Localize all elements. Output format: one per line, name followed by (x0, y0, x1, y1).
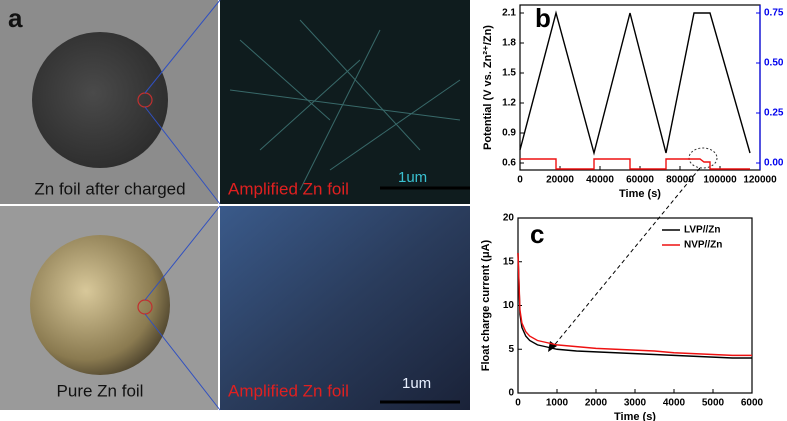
micrograph-texture (229, 19, 461, 191)
y-tick-label: 0 (508, 388, 514, 399)
series-line (517, 252, 752, 357)
y-tick-label: 1.2 (502, 98, 516, 109)
y-tick-label: 0.9 (502, 128, 516, 139)
y-axis-label: Potential (V vs. Zn²⁺/Zn) (482, 25, 494, 150)
series-line (517, 252, 752, 359)
legend-label: LVP//Zn (684, 225, 720, 236)
x-axis-label: Time (s) (619, 188, 661, 200)
zoom-line (144, 205, 221, 301)
y-tick-label: 1.8 (502, 38, 516, 49)
micrograph-caption: Amplified Zn foil (228, 381, 349, 400)
x-tick-label: 2000 (585, 398, 608, 409)
highlight-circle (688, 147, 718, 169)
micrograph-charged (220, 0, 470, 204)
y-tick-label: 15 (503, 256, 515, 267)
x-tick-label: 0 (515, 398, 521, 409)
photo-caption: Pure Zn foil (57, 381, 144, 400)
x-tick-label: 120000 (743, 175, 777, 186)
plot-frame (519, 4, 761, 171)
y2-tick-label: 0.00 (764, 158, 784, 169)
y-tick-label: 2.1 (502, 8, 516, 19)
zn-disc-pure (30, 235, 170, 375)
x-tick-label: 4000 (663, 398, 686, 409)
x-tick-label: 40000 (586, 175, 614, 186)
pointer-arrow (551, 167, 701, 349)
scale-label: 1um (402, 375, 431, 392)
panel-letter: c (530, 219, 544, 249)
y2-tick-label: 0.50 (764, 58, 784, 69)
x-tick-label: 5000 (702, 398, 725, 409)
x-tick-label: 1000 (546, 398, 569, 409)
panel-letter: b (535, 3, 551, 33)
y-tick-label: 0.6 (502, 158, 516, 169)
photo-caption: Zn foil after charged (34, 179, 185, 198)
x-tick-label: 6000 (741, 398, 764, 409)
legend-label: NVP//Zn (684, 240, 722, 251)
x-tick-label: 3000 (624, 398, 647, 409)
series-line (519, 10, 751, 156)
x-tick-label: 100000 (703, 175, 737, 186)
panel-letter: a (8, 3, 23, 33)
y-tick-label: 20 (503, 213, 515, 224)
scale-label: 1um (398, 169, 427, 186)
micrograph-pure (220, 206, 470, 410)
x-tick-label: 80000 (666, 175, 694, 186)
series-line (520, 158, 750, 170)
micrograph-caption: Amplified Zn foil (228, 179, 349, 198)
zoom-line (144, 0, 221, 94)
x-tick-label: 20000 (546, 175, 574, 186)
y-tick-label: 1.5 (502, 68, 516, 79)
y2-tick-label: 0.25 (764, 108, 784, 119)
y-axis-label: Float charge current (μA) (480, 239, 492, 371)
y-tick-label: 10 (503, 300, 515, 311)
zoom-line (144, 313, 221, 411)
x-tick-label: 0 (517, 175, 523, 186)
y2-tick-label: 0.75 (764, 8, 784, 19)
y-tick-label: 5 (508, 344, 514, 355)
zoom-line (144, 106, 221, 205)
x-tick-label: 60000 (626, 175, 654, 186)
zn-disc-charged (32, 32, 168, 168)
x-axis-label: Time (s) (614, 411, 656, 421)
